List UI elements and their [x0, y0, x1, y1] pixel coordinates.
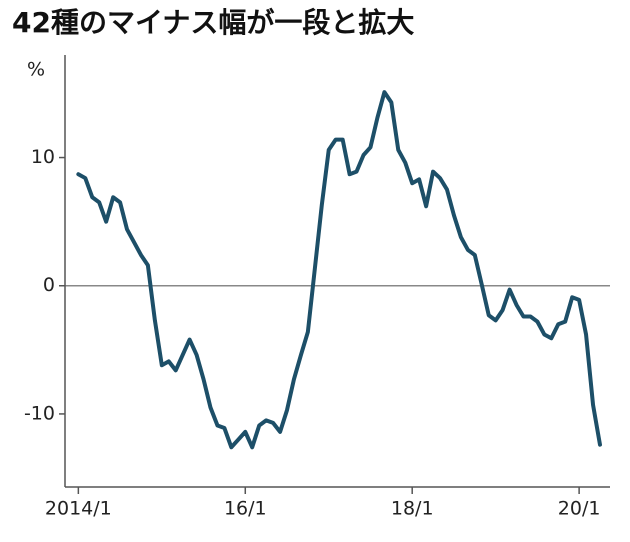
y-tick-label: -10 — [24, 402, 55, 424]
x-tick-label: 18/1 — [391, 498, 434, 520]
chart-title: 42種のマイナス幅が一段と拡大 — [12, 6, 414, 39]
data-line — [76, 90, 602, 450]
y-tick-label: 0 — [43, 274, 55, 296]
x-tick-label: 16/1 — [224, 498, 267, 520]
x-tick-label: 20/1 — [558, 498, 601, 520]
y-axis-label: % — [27, 59, 45, 81]
x-tick-label: 2014/1 — [45, 498, 112, 520]
y-tick-label: 10 — [31, 146, 55, 168]
